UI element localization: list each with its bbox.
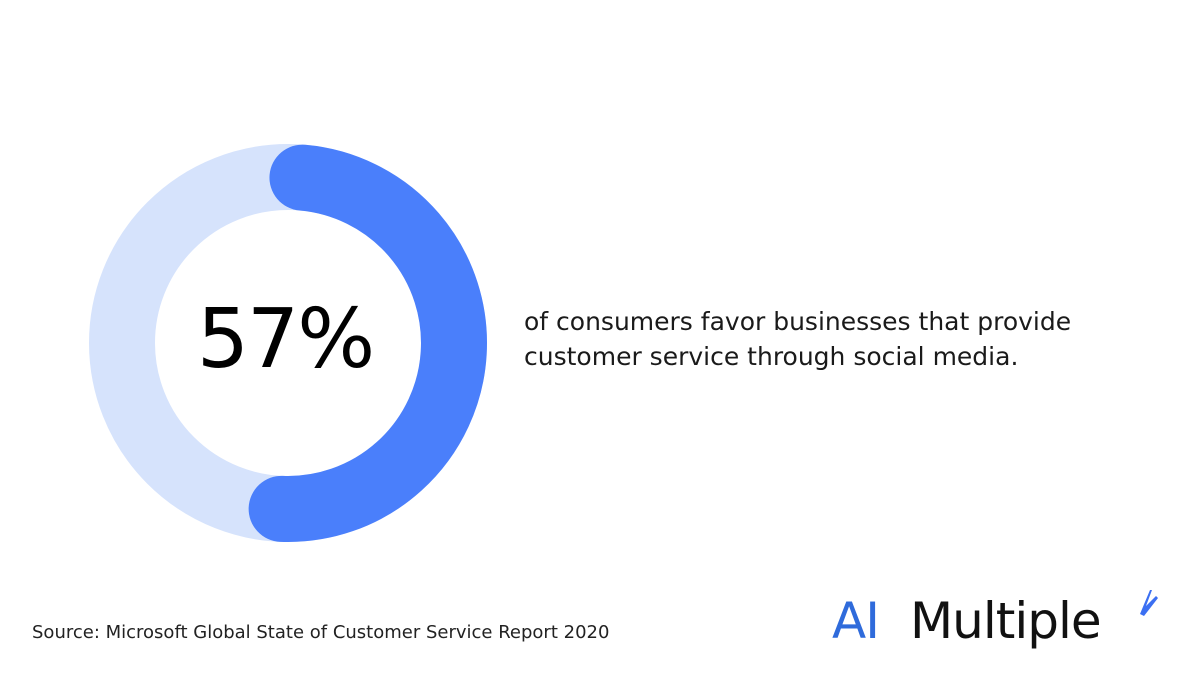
logo-ai-text: AI: [832, 592, 880, 650]
donut-chart: [89, 144, 487, 542]
blue-slash-mark-icon: [1140, 590, 1158, 616]
logo-multiple-text: Multiple: [910, 592, 1102, 650]
aimultiple-logo: AI Multiple: [832, 586, 1167, 666]
stat-caption-line-2: customer service through social media.: [524, 342, 1019, 371]
donut-center-value: 57%: [196, 292, 375, 387]
source-note: Source: Microsoft Global State of Custom…: [32, 622, 610, 643]
stat-caption: of consumers favor businesses that provi…: [524, 304, 1124, 374]
donut-value-arc: [248, 144, 487, 542]
stat-caption-line-1: of consumers favor businesses that provi…: [524, 307, 1072, 336]
